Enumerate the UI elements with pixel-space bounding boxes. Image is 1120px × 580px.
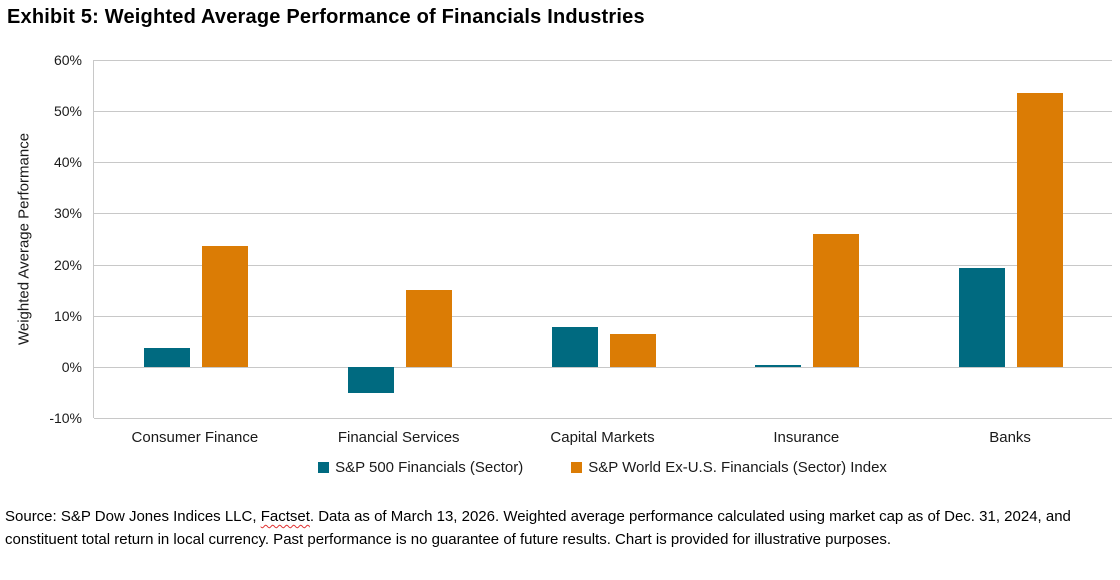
gridline-30% xyxy=(94,213,1112,215)
x-category-label: Financial Services xyxy=(337,429,460,446)
bar-series1-capital-markets xyxy=(551,327,598,367)
source-note-part2: . Data as of March 13, 2026. Weighted av… xyxy=(5,508,1071,548)
gridline-10% xyxy=(94,315,1112,317)
gridline--10% xyxy=(94,418,1112,419)
y-tick-label: 60% xyxy=(53,52,82,68)
bar-series2-insurance xyxy=(813,233,860,367)
y-tick-label: 30% xyxy=(53,205,82,222)
y-tick-label: 10% xyxy=(53,307,82,324)
legend-item-world-exus: S&P World Ex-U.S. Financials (Sector) In… xyxy=(571,459,887,476)
bar-series1-insurance xyxy=(755,365,802,367)
gridline-20% xyxy=(94,264,1112,266)
bar-series2-banks xyxy=(1017,93,1064,367)
x-category-label: Insurance xyxy=(773,429,840,446)
legend-swatch-orange-icon xyxy=(571,462,583,473)
x-category-label: Banks xyxy=(989,429,1031,446)
y-tick-label: -10% xyxy=(49,410,82,426)
source-note: Source: S&P Dow Jones Indices LLC, Facts… xyxy=(5,505,1115,551)
legend-label-sp500: S&P 500 Financials (Sector) xyxy=(335,459,524,476)
bar-series1-banks xyxy=(959,267,1006,367)
bar-series1-consumer-finance xyxy=(143,348,190,367)
gridline-0% xyxy=(94,366,1112,368)
plot-area xyxy=(93,60,1112,419)
chart-legend: S&P 500 Financials (Sector) S&P World Ex… xyxy=(93,459,1112,476)
y-tick-label: 50% xyxy=(53,103,82,120)
y-tick-label: 20% xyxy=(53,256,82,273)
chart-title: Exhibit 5: Weighted Average Performance … xyxy=(7,6,645,28)
bar-series2-consumer-finance xyxy=(201,245,248,367)
legend-item-sp500: S&P 500 Financials (Sector) xyxy=(318,459,523,476)
bar-series2-capital-markets xyxy=(609,333,656,367)
source-note-part1: Source: S&P Dow Jones Indices LLC, xyxy=(5,508,261,525)
x-category-label: Capital Markets xyxy=(550,429,655,446)
gridline-50% xyxy=(94,111,1112,113)
bar-series2-financial-services xyxy=(405,289,452,367)
y-tick-label: 0% xyxy=(61,358,82,375)
gridline-40% xyxy=(94,162,1112,164)
bar-series1-financial-services xyxy=(347,366,394,393)
legend-label-world-exus: S&P World Ex-U.S. Financials (Sector) In… xyxy=(588,459,887,476)
x-category-label: Consumer Finance xyxy=(131,429,259,446)
gridline-60% xyxy=(94,60,1112,61)
y-tick-label: 40% xyxy=(53,154,82,171)
legend-swatch-teal-icon xyxy=(318,462,330,473)
source-note-misspelled-word: Factset xyxy=(260,508,310,525)
